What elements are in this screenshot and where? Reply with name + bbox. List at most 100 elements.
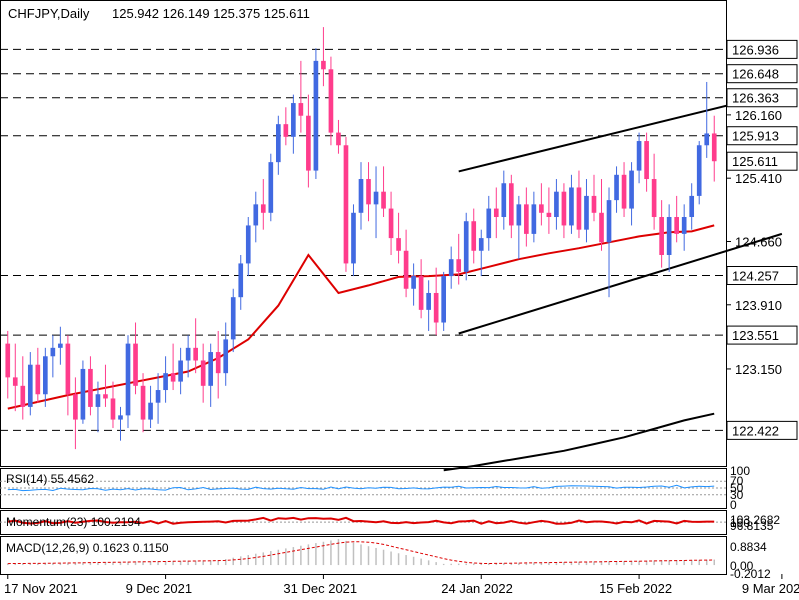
candle [5, 330, 11, 399]
candle-body [245, 225, 251, 264]
candle-body [614, 174, 619, 201]
candle-body [133, 343, 138, 386]
candle-body [441, 276, 447, 323]
candle-body [501, 183, 507, 218]
time-label: 24 Jan 2022 [441, 581, 513, 596]
momentum-label: Momentum(23) 100.2194 [6, 515, 141, 529]
candle-body [486, 208, 492, 239]
candle-body [681, 217, 687, 234]
candle [411, 263, 416, 306]
candle-body [223, 339, 229, 374]
candle [418, 259, 424, 319]
candle-body [644, 141, 649, 180]
candle [238, 254, 244, 310]
candle [696, 141, 702, 205]
candle [12, 343, 18, 412]
candle-body [433, 292, 439, 323]
candle [554, 179, 559, 230]
candle-body [230, 297, 236, 340]
candle [208, 343, 214, 407]
candle [163, 356, 168, 403]
candle-body [629, 170, 634, 209]
candle-body [516, 204, 522, 226]
candle-body [155, 390, 161, 403]
candle [629, 162, 634, 226]
candle-body [321, 60, 326, 70]
current-price-label: 125.611 [732, 154, 778, 169]
current-price-box [726, 151, 798, 171]
candle [155, 373, 161, 424]
candle-body [569, 187, 574, 226]
candle [381, 166, 386, 218]
candle-body [170, 373, 176, 382]
macd-panel[interactable]: MACD(12,26,9) 0.1623 0.1150 0.8834 0.00-0.… [0, 536, 772, 582]
candle-body [253, 204, 259, 226]
candle-body [110, 398, 116, 420]
candle-body [12, 377, 18, 386]
price-level-box [726, 420, 798, 440]
price-level-label: 124.257 [732, 269, 779, 284]
candle-body [478, 238, 484, 251]
candle-body [524, 204, 529, 234]
candle [215, 330, 221, 399]
momentum-line [7, 516, 715, 525]
candle-body [606, 200, 612, 243]
price-tick-label: 126.160 [735, 108, 782, 123]
candle-body [411, 276, 416, 289]
candle-body [381, 191, 386, 209]
candle-body [636, 141, 642, 171]
candle [471, 208, 477, 264]
rsi-scale-label: 50 [730, 481, 744, 495]
rsi-scale-label: 70 [730, 474, 744, 488]
candle-body [200, 360, 206, 386]
candle-body [215, 352, 221, 374]
candle-body [584, 195, 589, 230]
price-level-label: 126.648 [732, 67, 779, 82]
price-level-label: 126.363 [732, 91, 779, 106]
candle [140, 373, 146, 433]
candle [20, 356, 26, 420]
candle-body [366, 179, 371, 205]
candle [674, 195, 679, 243]
candle-body [674, 217, 679, 234]
candle [531, 191, 537, 243]
time-label: 17 Nov 2021 [4, 581, 78, 596]
candle-body [328, 69, 334, 133]
candle-body [336, 132, 341, 146]
candle [80, 360, 86, 424]
candle-body [599, 212, 604, 243]
candle [539, 183, 544, 226]
candle-body [388, 208, 394, 239]
candle [291, 94, 296, 154]
candle [148, 385, 153, 429]
candle [666, 204, 672, 272]
candle [103, 364, 108, 407]
candle [73, 377, 78, 450]
candle-body [463, 221, 469, 272]
candle-body [208, 352, 214, 386]
candle [275, 115, 281, 175]
price-level-box [726, 126, 798, 146]
candle [43, 347, 48, 407]
candle-body [471, 221, 477, 251]
candle [88, 356, 93, 416]
candle-body [704, 133, 710, 146]
candle [441, 271, 447, 331]
candle-body [448, 259, 454, 277]
macd-scale-label: -0.2012 [730, 567, 771, 581]
candle [501, 170, 507, 230]
candle-body [396, 238, 401, 251]
channel-lower-line [458, 232, 783, 335]
candle [230, 288, 236, 353]
candle [546, 187, 552, 234]
price-level-label: 122.422 [732, 423, 779, 438]
time-label: 9 Dec 2021 [126, 581, 193, 596]
candle-body [531, 204, 537, 234]
main-price-panel[interactable]: 126.936 126.648 126.363 126.160 125.913 125.6… [0, 0, 798, 472]
candle-body [88, 368, 93, 407]
candle-body [283, 124, 289, 137]
candle [223, 322, 229, 386]
